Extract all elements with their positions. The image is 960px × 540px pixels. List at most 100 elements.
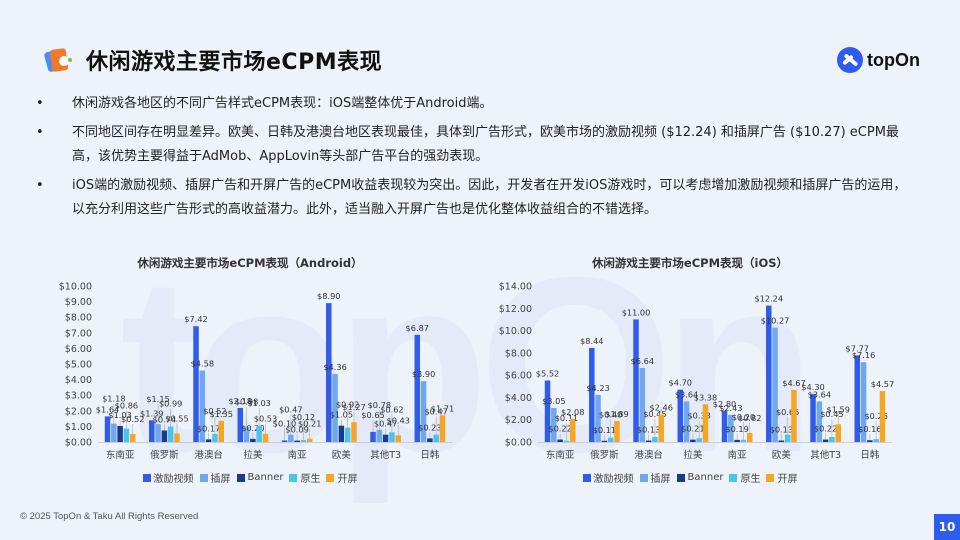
bullet-item: 休闲游戏各地区的不同广告样式eCPM表现：iOS端整体优于Android端。 [36,92,916,116]
bar-value-label: $0.52 [121,414,144,424]
bar [155,424,161,442]
topon-logo-icon [837,47,864,73]
legend-item: 激励视频 [582,470,634,485]
bar-value-label: $0.82 [738,413,761,423]
y-tick-label: $6.00 [505,371,532,382]
chart-legend: 激励视频 插屏 Banner 原生 开屏 [480,470,900,485]
bar [326,303,332,442]
bar-value-label: $1.71 [431,403,454,413]
bar [344,427,351,442]
bar-value-label: $0.10 [273,418,296,428]
y-tick-label: $14.00 [499,282,532,293]
legend-label: 插屏 [210,474,231,485]
x-tick-label: 其他T3 [810,449,841,461]
bar-value-label: $0.21 [298,419,321,429]
bar [645,440,652,442]
bar-value-label: $0.45 [820,409,843,419]
bar-value-label: $0.19 [725,424,748,434]
bar-value-label: $1.03 [108,410,131,420]
x-tick-label: 日韩 [420,449,440,461]
brand-name: topOn [867,49,920,70]
bar-value-label: $2.46 [649,403,672,413]
legend-swatch-icon [326,473,335,482]
bar [281,440,288,442]
bar-value-label: $7.42 [184,314,207,324]
legend-item: Banner [676,470,723,485]
bar [822,439,829,442]
bullet-item: iOS端的激励视频、插屏广告和开屏广告的eCPM收益表现较为突出。因此，开发者在… [36,174,916,222]
bar [250,438,256,442]
bar-value-label: $0.13 [770,425,793,435]
bar-value-label: $4.30 [801,382,824,392]
bar-value-label: $0.86 [115,401,138,411]
bar-value-label: $0.47 [424,407,447,417]
bar [557,439,563,442]
legend-item: Banner [236,470,284,485]
bar [854,355,861,442]
bar [784,434,791,442]
bar [652,436,658,442]
bar-value-label: $0.20 [241,423,264,433]
bar [658,414,664,442]
bar-value-label: $6.64 [631,356,654,366]
bar [639,368,646,442]
bar-value-label: $1.05 [330,410,353,420]
bar [376,429,383,442]
bar [389,432,395,442]
page-title: 休闲游戏主要市场eCPM表现 [86,50,383,75]
bar-value-label: $1.15 [146,394,169,404]
bar [111,423,117,442]
bar-value-label: $0.33 [687,410,710,420]
legend-swatch-icon [289,473,298,482]
bar-value-label: $1.39 [140,408,163,418]
bar [589,347,595,442]
bar-value-label: $4.58 [191,359,214,369]
y-tick-label: $0.00 [65,438,92,449]
y-tick-label: $2.00 [505,415,532,426]
bar [433,434,439,442]
bar [683,401,690,442]
bar [243,426,250,442]
bar [633,319,639,442]
legend-label: Banner [247,472,284,483]
bar-value-label: $5.52 [536,368,559,378]
y-tick-label: $10.00 [499,326,532,337]
bar [129,433,136,442]
x-tick-label: 南亚 [288,449,308,461]
legend-label: 激励视频 [593,474,634,485]
x-tick-label: 欧美 [332,449,352,461]
bar-value-label: $0.74 [153,414,176,424]
x-tick-label: 港澳台 [634,449,663,461]
bar-value-label: $1.64 [96,404,119,414]
bar [167,426,174,442]
bar [835,424,841,442]
bar [810,394,816,442]
bar [288,434,294,442]
bar-value-label: $4.36 [323,362,346,372]
bar [256,425,262,442]
bar-value-label: $0.26 [864,411,887,421]
bar [427,438,433,442]
x-tick-label: 俄罗斯 [150,449,179,461]
bar-value-label: $11.00 [622,307,651,317]
bar [420,381,427,442]
bullet-item: 不同地区间存在明显差异。欧美、日韩及港澳台地区表现最佳，具体到广告形式，欧美市场… [36,121,916,169]
bar [551,408,557,442]
legend-swatch-icon [729,473,738,482]
bar [607,437,614,442]
x-tick-label: 欧美 [772,449,792,461]
bar [300,440,307,442]
page-number: 10 [934,514,960,540]
legend-item: 原生 [729,470,760,485]
y-tick-label: $5.00 [65,360,92,371]
bar [721,410,728,442]
chart-legend: 激励视频 插屏 Banner 原生 开屏 [40,470,460,485]
legend-swatch-icon [766,473,775,482]
bar-value-label: $0.92 [336,400,359,410]
bar-value-label: $0.11 [555,413,578,423]
bar [746,432,753,442]
bar [439,415,446,442]
bar [867,440,873,442]
bar [595,394,601,442]
bar [544,380,551,442]
